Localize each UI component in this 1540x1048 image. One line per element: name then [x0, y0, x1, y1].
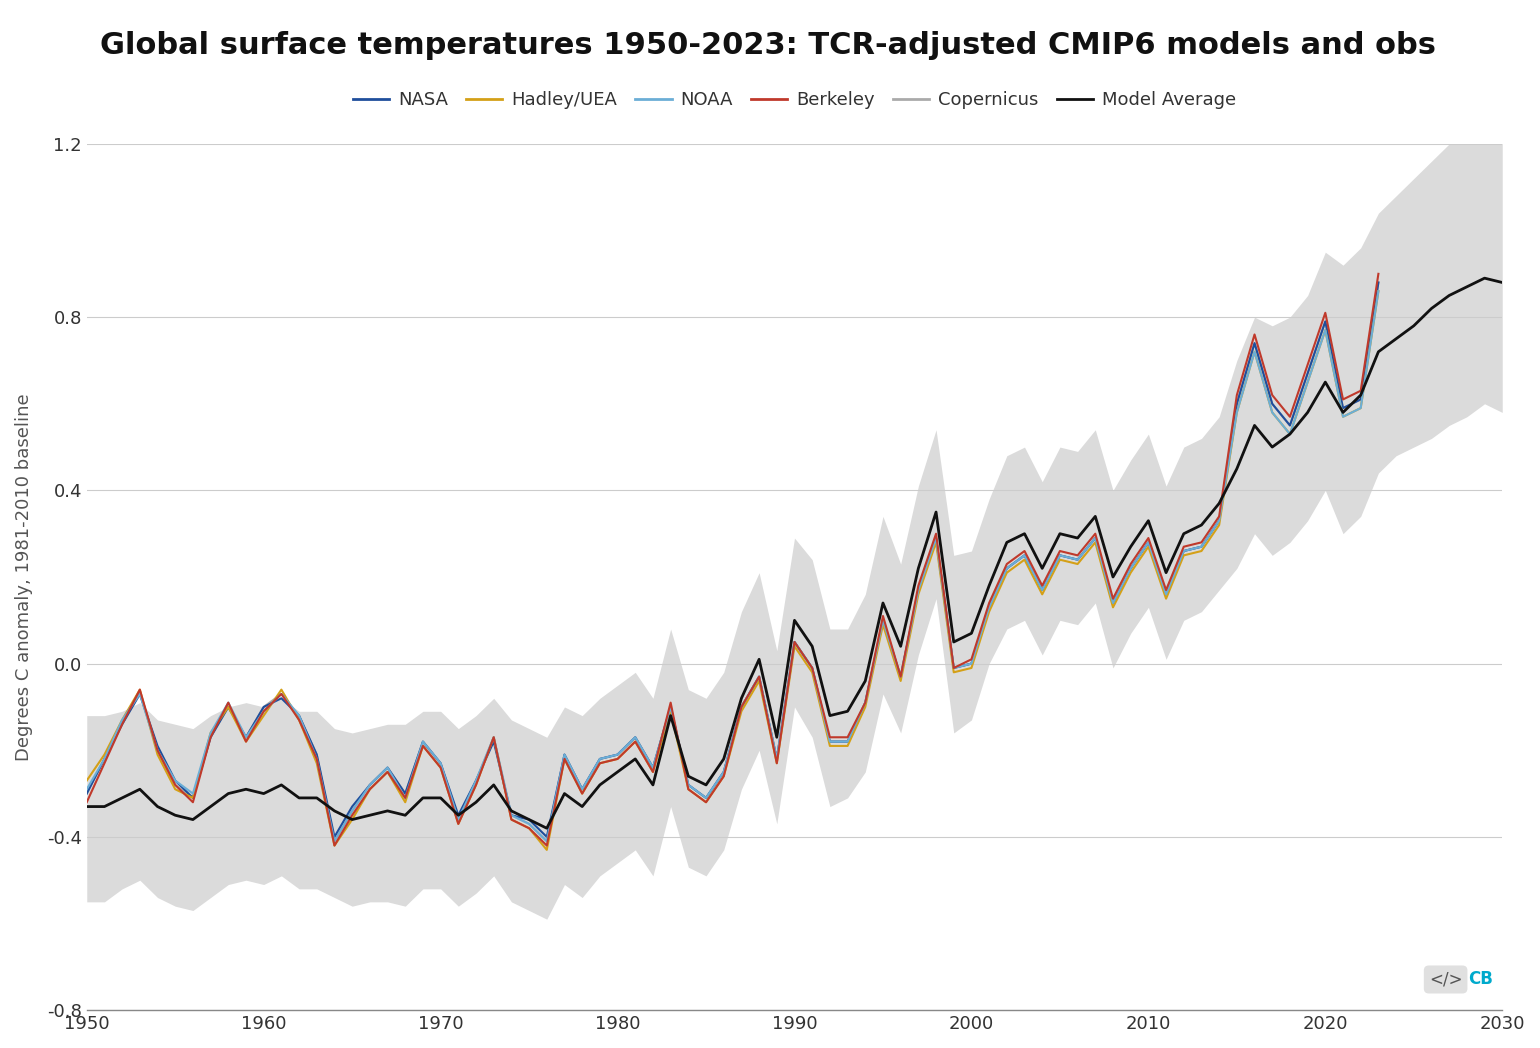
- Text: </>: </>: [1429, 970, 1463, 988]
- Text: CB: CB: [1469, 970, 1494, 988]
- Legend: NASA, Hadley/UEA, NOAA, Berkeley, Copernicus, Model Average: NASA, Hadley/UEA, NOAA, Berkeley, Copern…: [346, 84, 1243, 116]
- Text: Global surface temperatures 1950-2023: TCR-adjusted CMIP6 models and obs: Global surface temperatures 1950-2023: T…: [100, 31, 1437, 61]
- Y-axis label: Degrees C anomaly, 1981-2010 baseline: Degrees C anomaly, 1981-2010 baseline: [15, 393, 32, 761]
